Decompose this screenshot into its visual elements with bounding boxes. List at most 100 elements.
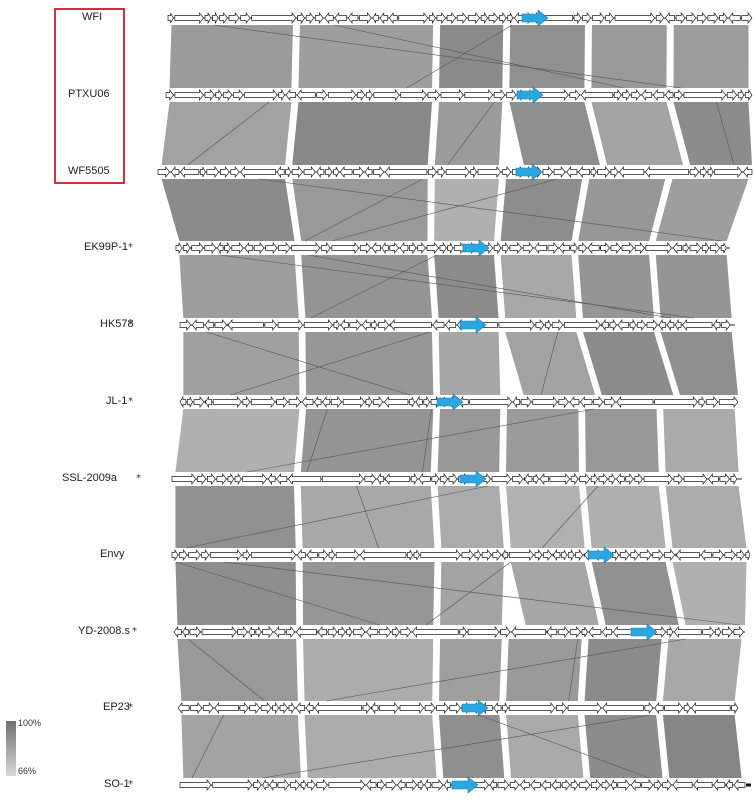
gene-arrow [625,472,634,486]
gene-arrow [376,472,384,486]
gene-arrow [274,626,286,638]
similarity-band [434,255,499,318]
gene-arrow [291,166,304,178]
similarity-band [304,715,437,778]
gene-arrow [242,395,251,409]
gene-arrow [215,88,223,102]
gene-arrow [674,88,683,102]
genome-label: WF5505 [68,165,110,177]
gene-arrow [601,778,611,792]
gene-arrow [325,165,333,179]
gene-arrow [502,549,509,561]
gene-arrow [399,241,409,255]
gene-arrow [558,396,569,408]
gene-arrow [480,11,488,25]
gene-arrow [707,12,719,24]
gene-arrow [406,779,418,791]
gene-arrow [588,626,602,638]
gene-arrow [214,319,227,331]
similarity-band [505,332,596,395]
gene-arrow [316,89,328,101]
gene-arrow [608,472,616,486]
gene-arrow [440,89,464,101]
gene-arrow [570,241,578,255]
gene-arrow [502,702,509,714]
gene-arrow [190,702,203,714]
gene-arrow [467,12,481,24]
target-gene-arrow [436,393,464,411]
gene-arrow [205,395,213,409]
gene-arrow [227,319,264,331]
gene-arrow [179,548,188,562]
gene-arrow [378,626,392,638]
gene-arrow [728,12,741,24]
gene-arrow [489,778,497,792]
rearrangement-line [331,178,558,242]
gene-arrow [216,473,227,485]
gene-arrow [501,166,512,178]
gene-arrow [672,242,682,254]
gene-arrow [379,702,399,714]
similarity-band [665,486,747,548]
gene-arrow [187,396,193,408]
rearrangement-line [308,254,671,319]
gene-arrow [491,473,512,485]
gene-arrow [191,242,204,254]
gene-arrow [242,548,251,562]
gene-arrow [499,11,507,25]
genome-star-marker: * [136,473,141,484]
gene-arrow [276,396,289,408]
gene-arrow [183,241,191,255]
similarity-band [506,486,585,548]
similarity-band [161,102,292,165]
gene-arrow [557,626,570,638]
similarity-band [591,562,679,625]
gene-arrow [701,241,710,255]
gene-arrow [314,702,362,714]
gene-arrow [224,241,231,255]
similarity-band [591,102,684,165]
genome-label: PTXU06 [68,88,110,100]
gene-arrow [371,242,381,254]
gene-arrow [306,549,318,561]
gene-arrow [371,701,379,715]
gene-arrow [373,396,384,408]
gene-arrow [654,396,698,408]
gene-arrow [682,319,713,331]
gene-arrow [171,473,197,485]
gene-arrow [719,473,730,485]
gene-arrow [303,166,316,178]
gene-arrow [564,319,601,331]
gene-arrow [171,548,179,562]
gene-arrow [600,242,610,254]
gene-arrow [285,166,292,178]
similarity-band [303,639,434,701]
gene-arrow [541,779,551,791]
gene-arrow [644,702,654,714]
gene-arrow [631,89,641,101]
gene-arrow [378,319,390,331]
similarity-band [437,486,504,548]
gene-arrow [295,626,317,638]
gene-arrow [244,89,278,101]
gene-arrow [328,779,366,791]
gene-arrow [613,88,622,102]
gene-arrow [500,626,511,638]
gene-marker [746,783,751,787]
target-gene-arrow [461,699,489,717]
gene-arrow [427,89,440,101]
gene-arrow [605,11,615,25]
gene-arrow [745,549,751,561]
gene-arrow [493,701,502,715]
rearrangement-line [310,254,437,319]
rearrangement-line [447,101,495,166]
gene-arrow [532,396,558,408]
gene-arrow [288,396,302,408]
gene-arrow [201,626,237,638]
rearrangement-line [259,178,723,242]
gene-arrow [239,702,249,714]
gene-arrow [552,548,561,562]
gene-arrow [597,166,610,178]
gene-arrow [498,319,535,331]
